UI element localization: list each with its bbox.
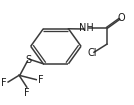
Text: S: S — [25, 55, 31, 65]
Text: F: F — [38, 75, 43, 85]
Text: NH: NH — [79, 23, 94, 33]
Text: F: F — [24, 88, 30, 98]
Text: Cl: Cl — [87, 48, 97, 58]
Text: O: O — [118, 13, 125, 23]
Text: F: F — [1, 78, 7, 88]
